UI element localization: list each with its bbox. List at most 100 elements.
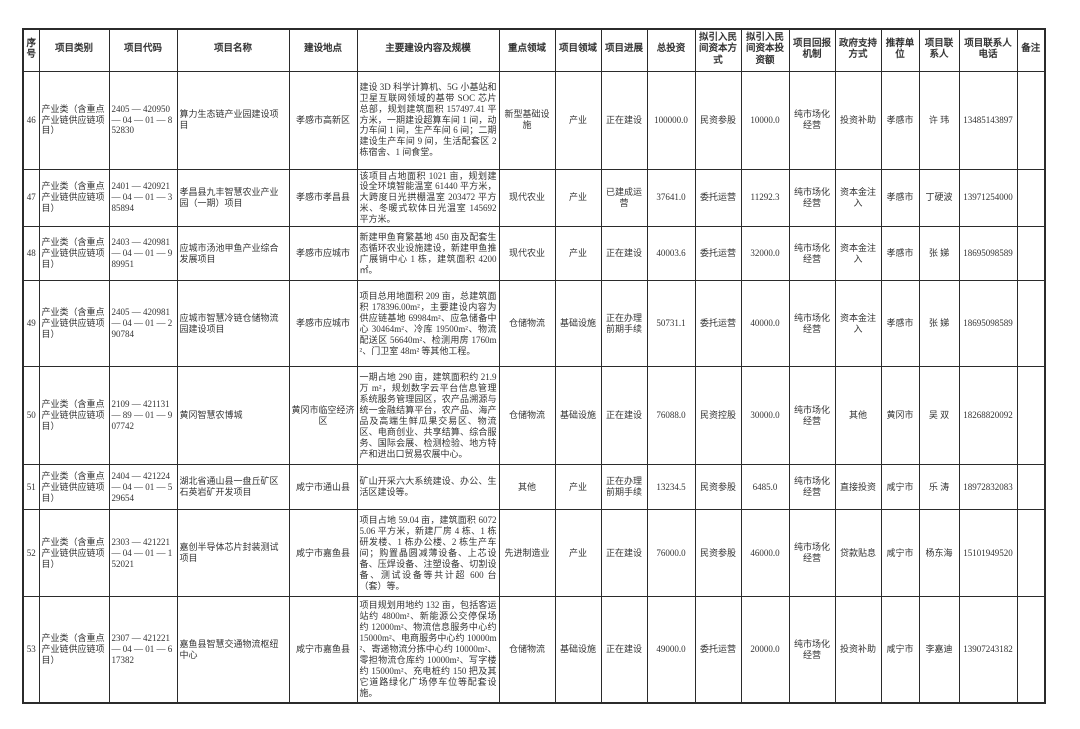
table-cell: 2405 — 420981 — 04 — 01 — 290784 [108, 280, 178, 368]
column-header: 项目领域 [554, 28, 602, 72]
table-cell: 52 [22, 509, 40, 598]
table-cell: 32000.0 [740, 226, 790, 282]
table-cell: 李嘉迪 [918, 596, 960, 704]
table-cell: 基础设施 [554, 596, 602, 704]
table-cell: 正在建设 [600, 509, 648, 598]
table-cell: 纯市场化经营 [788, 280, 836, 368]
table-cell: 仓储物流 [498, 366, 556, 466]
table-row: 49 产业类（含重点产业链供应链项目） 2405 — 420981 — 04 — 0… [22, 280, 1046, 368]
table-cell [1016, 464, 1046, 511]
table-cell: 仓储物流 [498, 596, 556, 704]
table-cell: 纯市场化经营 [788, 226, 836, 282]
table-cell: 产业类（含重点产业链供应链项目） [38, 168, 110, 228]
table-cell: 产业类（含重点产业链供应链项目） [38, 464, 110, 511]
table-cell: 项目占地 59.04 亩，建筑面积 60725.06 平方米，新建厂房 4 栋、… [356, 509, 500, 598]
table-cell: 6485.0 [740, 464, 790, 511]
table-cell: 2307 — 421221 — 04 — 01 — 617382 [108, 596, 178, 704]
table-cell: 2303 — 421221 — 04 — 01 — 152021 [108, 509, 178, 598]
table-cell: 正在建设 [600, 70, 648, 170]
table-cell [1016, 168, 1046, 228]
table-cell [1016, 226, 1046, 282]
table-cell: 2109 — 421131 — 89 — 01 — 907742 [108, 366, 178, 466]
table-cell: 黄冈智慧农博城 [176, 366, 290, 466]
table-cell: 杨东海 [918, 509, 960, 598]
column-header: 备注 [1016, 28, 1046, 72]
table-cell: 委托运营 [694, 280, 742, 368]
table-header: 序号 项目类别 项目代码 项目名称 建设地点 主要建设内容及规模 重点领域 项目领域 项目进展总… [22, 28, 1046, 72]
table-cell: 先进制造业 [498, 509, 556, 598]
header-row: 序号 项目类别 项目代码 项目名称 建设地点 主要建设内容及规模 重点领域 项目领域 项目进展总… [22, 28, 1046, 72]
table-cell: 纯市场化经营 [788, 509, 836, 598]
column-header: 建设地点 [288, 28, 358, 72]
table-cell: 产业 [554, 168, 602, 228]
table-row: 51 产业类（含重点产业链供应链项目） 2404 — 421224 — 04 — 0… [22, 464, 1046, 511]
column-header: 政府支持方式 [834, 28, 882, 72]
table-cell: 项目规划用地约 132 亩，包括客运站约 4800m²、新能源公交停保场约 12… [356, 596, 500, 704]
table-cell: 应城市汤池甲鱼产业综合发展项目 [176, 226, 290, 282]
table-cell: 黄冈市临空经济区 [288, 366, 358, 466]
table-cell: 纯市场化经营 [788, 596, 836, 704]
table-cell: 纯市场化经营 [788, 168, 836, 228]
table-cell: 纯市场化经营 [788, 464, 836, 511]
table-cell: 产业类（含重点产业链供应链项目） [38, 366, 110, 466]
table-row: 46 产业类（含重点产业链供应链项目） 2405 — 420950 — 04 — 0… [22, 70, 1046, 170]
table-cell: 30000.0 [740, 366, 790, 466]
table-cell: 13971254000 [958, 168, 1018, 228]
table-cell: 正在建设 [600, 226, 648, 282]
table-cell: 委托运营 [694, 596, 742, 704]
table-row: 47 产业类（含重点产业链供应链项目） 2401 — 420921 — 04 — 0… [22, 168, 1046, 228]
table-cell: 40000.0 [740, 280, 790, 368]
table-cell: 嘉创半导体芯片封装测试项目 [176, 509, 290, 598]
table-cell: 2403 — 420981 — 04 — 01 — 989951 [108, 226, 178, 282]
column-header: 主要建设内容及规模 [356, 28, 500, 72]
column-header: 项目联系人电话 [958, 28, 1018, 72]
column-header: 项目进展 [600, 28, 648, 72]
table-row: 50 产业类（含重点产业链供应链项目） 2109 — 421131 — 89 — 0… [22, 366, 1046, 466]
table-cell: 产业类（含重点产业链供应链项目） [38, 509, 110, 598]
table-cell: 其他 [834, 366, 882, 466]
table-cell: 18268820092 [958, 366, 1018, 466]
table-cell: 40003.6 [646, 226, 696, 282]
column-header: 推荐单位 [880, 28, 920, 72]
column-header: 项目联系人 [918, 28, 960, 72]
table-cell: 37641.0 [646, 168, 696, 228]
table-cell: 13907243182 [958, 596, 1018, 704]
table-cell: 孝感市孝昌县 [288, 168, 358, 228]
table-row: 52 产业类（含重点产业链供应链项目） 2303 — 421221 — 04 — 0… [22, 509, 1046, 598]
table-body: 46 产业类（含重点产业链供应链项目） 2405 — 420950 — 04 — 0… [22, 70, 1046, 704]
table-cell: 贷款贴息 [834, 509, 882, 598]
table-cell [1016, 280, 1046, 368]
table-cell: 投资补助 [834, 70, 882, 170]
table-cell: 民资控股 [694, 366, 742, 466]
table-cell: 咸宁市通山县 [288, 464, 358, 511]
table-cell: 11292.3 [740, 168, 790, 228]
table-cell: 乐 涛 [918, 464, 960, 511]
table-cell: 仓储物流 [498, 280, 556, 368]
table-cell: 纯市场化经营 [788, 70, 836, 170]
table-cell: 18972832083 [958, 464, 1018, 511]
table-cell: 孝感市 [880, 168, 920, 228]
table-cell: 资本金注入 [834, 168, 882, 228]
table-cell: 产业类（含重点产业链供应链项目） [38, 226, 110, 282]
table-cell: 18695098589 [958, 226, 1018, 282]
column-header: 项目名称 [176, 28, 290, 72]
column-header: 项目类别 [38, 28, 110, 72]
table-cell: 15101949520 [958, 509, 1018, 598]
table-cell: 孝感市应城市 [288, 226, 358, 282]
column-header: 重点领域 [498, 28, 556, 72]
column-header: 拟引入民间资本方式 [694, 28, 742, 72]
table-cell: 现代农业 [498, 226, 556, 282]
table-cell: 孝感市 [880, 280, 920, 368]
table-cell: 该项目占地面积 1021 亩，规划建设全环境智能温室 61440 平方米，大跨度… [356, 168, 500, 228]
table-cell: 咸宁市嘉鱼县 [288, 596, 358, 704]
table-cell: 100000.0 [646, 70, 696, 170]
table-cell: 委托运营 [694, 226, 742, 282]
table-cell: 已建成运营 [600, 168, 648, 228]
table-cell: 孝昌县九丰智慧农业产业园（一期）项目 [176, 168, 290, 228]
table-cell: 其他 [498, 464, 556, 511]
table-cell: 46000.0 [740, 509, 790, 598]
table-cell: 新建甲鱼育繁基地 450 亩及配套生态循环农业设施建设，新建甲鱼推广展销中心 1… [356, 226, 500, 282]
table-cell: 咸宁市 [880, 596, 920, 704]
table-cell: 50731.1 [646, 280, 696, 368]
table-cell: 吴 双 [918, 366, 960, 466]
